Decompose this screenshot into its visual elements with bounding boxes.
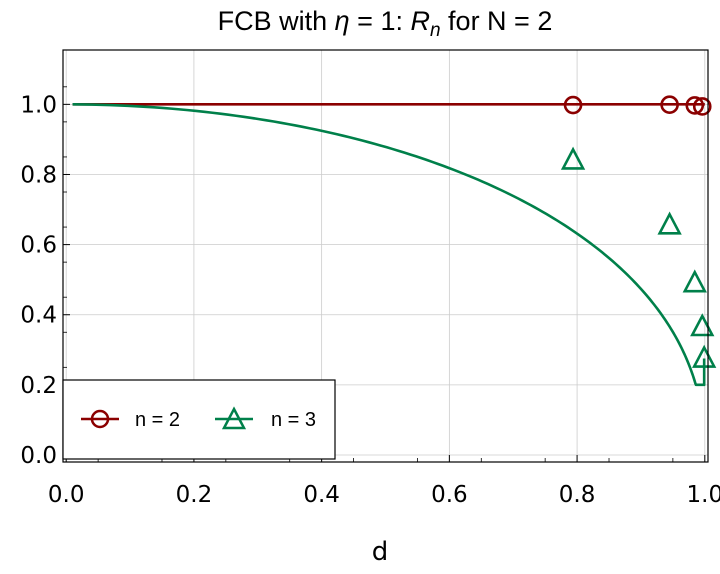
series-n2-point: [692, 97, 712, 116]
y-tick-label: 0.4: [20, 303, 57, 329]
series-n3-point: [692, 344, 717, 368]
chart-title: FCB with η = 1: Rn for N = 2: [218, 6, 553, 41]
legend: n = 2 n = 3: [62, 379, 336, 460]
legend-label-n2: n = 2: [135, 409, 180, 431]
y-tick-label: 0.2: [20, 373, 57, 399]
series-markers: [560, 95, 717, 368]
series-n3-point: [560, 146, 586, 170]
axis-ticks: 0.0 0.2 0.4 0.6 0.8 1.0 0.0 0.2 0.4 0.6 0.8 1.0: [20, 86, 720, 508]
series-n3-point: [657, 211, 682, 235]
series-n2-point: [660, 95, 679, 114]
x-tick-label: 0.6: [431, 482, 468, 508]
y-tick-label: 0.6: [20, 233, 57, 259]
x-tick-label: 0.8: [559, 482, 596, 508]
y-tick-label: 1.0: [20, 92, 57, 118]
series-curves: [72, 103, 706, 387]
series-n2-point: [685, 96, 705, 115]
x-tick-label: 0.4: [303, 482, 340, 508]
x-tick-label: 0.0: [48, 482, 85, 508]
y-tick-label: 0.8: [20, 162, 57, 188]
x-axis-label: d: [372, 537, 389, 567]
plot-frame: [62, 49, 709, 463]
y-tick-label: 0.0: [20, 443, 57, 469]
legend-label-n3: n = 3: [271, 409, 316, 431]
legend-marker-n3: [221, 406, 247, 430]
series-n3-line: [72, 103, 706, 387]
x-tick-label: 0.2: [176, 482, 213, 508]
series-n3-point: [682, 269, 707, 293]
series-n2-point: [563, 95, 583, 115]
x-tick-label: 1.0: [687, 482, 720, 508]
legend-marker-n2: [90, 409, 110, 429]
series-n3-point: [690, 313, 715, 337]
